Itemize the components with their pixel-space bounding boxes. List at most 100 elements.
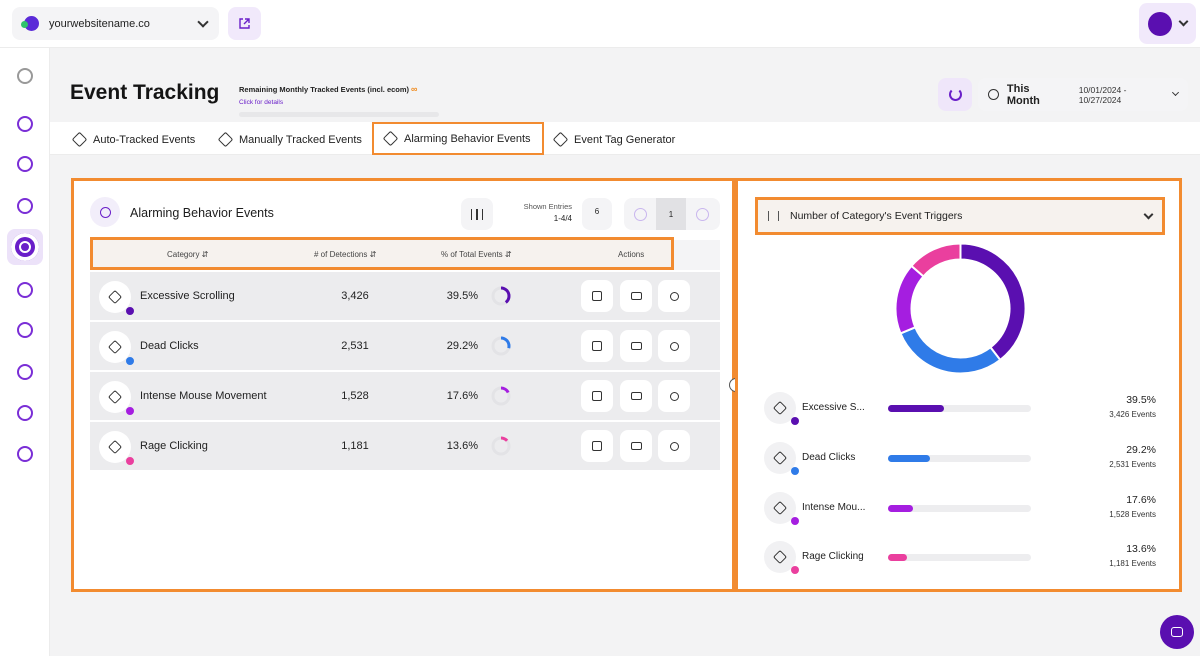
column-header-category[interactable]: Category ⇵ [167, 250, 209, 259]
open-site-button[interactable] [228, 7, 261, 40]
category-icon [764, 541, 799, 574]
legend-percent: 39.5% [1126, 394, 1156, 406]
filter-button[interactable] [461, 198, 493, 230]
shown-entries-label: Shown Entries [523, 202, 572, 211]
open-event-button[interactable] [581, 430, 613, 462]
open-event-button[interactable] [581, 380, 613, 412]
tag-icon [382, 130, 399, 147]
tag-icon [772, 549, 788, 565]
sidebar-item-locations[interactable] [7, 436, 43, 472]
quota-details-link[interactable]: Click for details [239, 99, 284, 106]
percent-value: 17.6% [446, 390, 478, 402]
sidebar-item-campaigns[interactable] [7, 354, 43, 390]
current-page[interactable]: 1 [656, 198, 686, 230]
legend-bar-fill [888, 554, 908, 561]
mini-donut [491, 386, 511, 406]
external-link-icon [592, 441, 602, 451]
sidebar-item-dashboard[interactable] [7, 106, 43, 142]
table-header-extension [674, 240, 720, 270]
sidebar-item-security[interactable] [7, 312, 43, 348]
date-range-picker[interactable]: This Month 10/01/2024 - 10/27/2024 [978, 78, 1188, 111]
column-header-detections[interactable]: # of Detections ⇵ [314, 250, 377, 259]
refresh-button[interactable] [938, 78, 972, 111]
sidebar-item-settings[interactable] [7, 395, 43, 431]
tag-icon [217, 131, 234, 148]
open-event-button[interactable] [581, 280, 613, 312]
tag-icon [772, 450, 788, 466]
user-menu-button[interactable] [1139, 3, 1196, 44]
legend-name: Rage Clicking [802, 551, 864, 562]
shield-icon [17, 322, 33, 338]
legend-events: 1,181 Events [1109, 559, 1156, 568]
chevron-down-icon [1172, 88, 1180, 97]
chevron-down-icon [1178, 16, 1189, 27]
next-page-button[interactable] [686, 198, 718, 230]
site-selector[interactable]: yourwebsitename.co [12, 7, 219, 40]
chart-metric-dropdown[interactable]: Number of Category's Event Triggers [755, 197, 1165, 235]
tab-alarming-behavior-events[interactable]: Alarming Behavior Events [372, 122, 544, 155]
donut-slice[interactable] [894, 264, 925, 335]
category-name: Intense Mouse Movement [140, 390, 267, 402]
sidebar-item-feedback[interactable] [7, 272, 43, 308]
tag-icon [107, 439, 123, 455]
category-name: Excessive Scrolling [140, 290, 235, 302]
category-color-dot [126, 457, 134, 465]
chat-button[interactable] [1160, 615, 1194, 649]
pie-chart-icon [17, 116, 33, 132]
sidebar-item-ecommerce[interactable] [7, 146, 43, 182]
watch-recordings-button[interactable] [620, 380, 652, 412]
sidebar-item-event-tracking[interactable] [7, 229, 43, 265]
tab-auto-tracked-events[interactable]: Auto-Tracked Events [71, 125, 195, 154]
legend-events: 3,426 Events [1109, 410, 1156, 419]
clock-icon [988, 89, 999, 100]
column-header-percent[interactable]: % of Total Events ⇵ [441, 250, 512, 259]
watch-recordings-button[interactable] [620, 330, 652, 362]
legend-row: Intense Mou... 17.6% 1,528 Events [764, 488, 1156, 528]
replay-icon [17, 198, 33, 214]
category-color-dot [791, 417, 799, 425]
view-visitors-button[interactable] [658, 380, 690, 412]
collapse-icon [17, 68, 33, 84]
legend-name: Intense Mou... [802, 502, 866, 513]
video-icon [630, 392, 642, 400]
refresh-icon [948, 88, 962, 101]
watch-recordings-button[interactable] [620, 430, 652, 462]
prev-page-button[interactable] [624, 198, 656, 230]
category-icon [764, 492, 799, 525]
mini-donut [491, 436, 511, 456]
donut-slice[interactable] [909, 242, 962, 278]
legend-bar-fill [888, 405, 945, 412]
tab-label: Manually Tracked Events [239, 133, 362, 146]
pagination: 1 [624, 198, 720, 230]
category-color-dot [126, 407, 134, 415]
detections-value: 2,531 [341, 340, 369, 352]
watch-recordings-button[interactable] [620, 280, 652, 312]
column-header-actions: Actions [618, 250, 645, 259]
quota-progress-bar [239, 112, 439, 117]
donut-slice[interactable] [899, 325, 1002, 375]
detections-value: 1,528 [341, 390, 369, 402]
percent-value: 39.5% [446, 290, 478, 302]
view-visitors-button[interactable] [658, 430, 690, 462]
category-icon [99, 281, 134, 315]
donut-slice[interactable] [959, 242, 1027, 362]
table-type-selector[interactable] [90, 197, 120, 227]
view-visitors-button[interactable] [658, 280, 690, 312]
tab-event-tag-generator[interactable]: Event Tag Generator [552, 125, 675, 154]
open-event-button[interactable] [581, 330, 613, 362]
arrow-right-icon [695, 207, 709, 221]
mini-donut [491, 286, 511, 306]
entries-per-page-select[interactable]: 6 [582, 198, 612, 230]
tab-manually-tracked-events[interactable]: Manually Tracked Events [217, 125, 362, 154]
category-icon [764, 392, 799, 425]
view-visitors-button[interactable] [658, 330, 690, 362]
legend-row: Dead Clicks 29.2% 2,531 Events [764, 438, 1156, 478]
sidebar-item-sessions[interactable] [7, 188, 43, 224]
category-color-dot [791, 467, 799, 475]
sidebar-toggle[interactable] [7, 58, 43, 94]
user-icon [669, 391, 679, 401]
video-icon [630, 342, 642, 350]
filter-icon [471, 208, 483, 220]
user-icon [669, 441, 679, 451]
avatar [1148, 11, 1172, 36]
